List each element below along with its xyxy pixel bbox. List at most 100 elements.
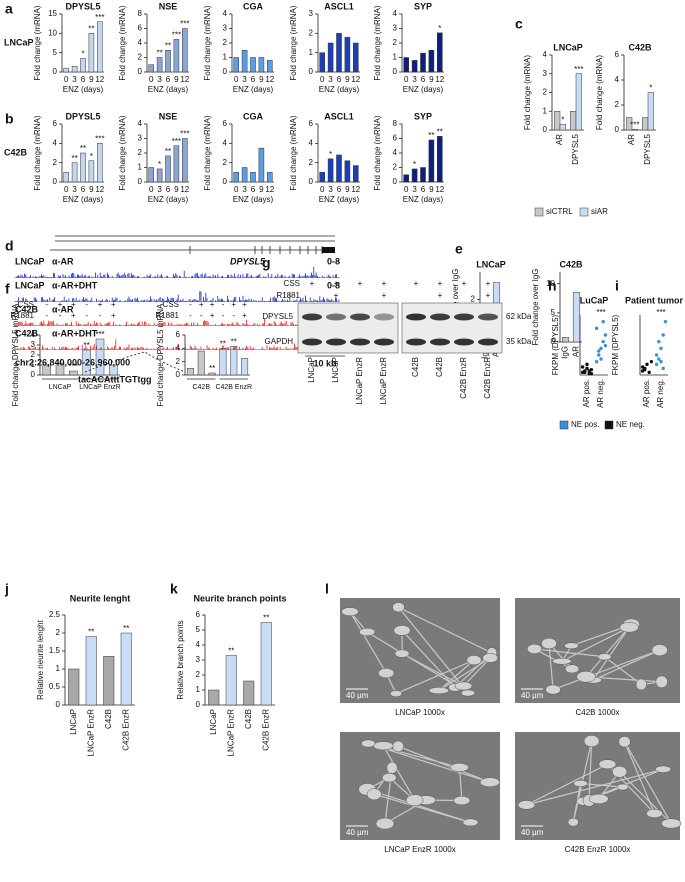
y-tick-label: 2 [223,38,228,47]
cell-body [583,734,600,748]
x-tick-label: AR [627,134,636,145]
y-tick-label: 10 [546,279,555,288]
legend-label: siCTRL [546,207,573,216]
cell-body [646,808,663,818]
condition-value: - [200,311,203,320]
point [659,346,663,351]
x-tick-label: 9 [429,75,434,84]
bar [319,52,325,73]
group-label: LNCaP EnzR [79,384,121,391]
condition-value: + [310,279,315,288]
bar [55,362,65,376]
caption: LNCaP EnzR 1000x [384,845,455,854]
point [597,349,601,353]
legend-label: NE neg. [616,420,645,429]
panel-letter: i [615,278,619,294]
caption: LNCaP 1000x [395,708,445,717]
panel-letter: j [4,581,9,597]
significance: *** [172,30,181,39]
bar [420,52,426,73]
panel-letter: c [515,16,523,32]
band [406,313,426,321]
point [657,357,661,361]
bar [88,33,95,73]
band [478,313,498,321]
point [589,371,594,376]
significance: ** [231,337,237,346]
cell-body [453,795,471,806]
y-tick-label: 1 [56,664,61,673]
point [659,359,663,364]
band [406,338,426,346]
bar [243,680,255,706]
cell-body [655,675,668,688]
bar [208,372,216,376]
x-tick-label: 9 [429,185,434,194]
bar [182,28,188,73]
bar [233,57,239,73]
bar [327,158,334,183]
bar [156,57,163,73]
point [661,333,665,337]
significance: *** [95,330,104,339]
bar [344,160,351,183]
cell-body [598,759,617,770]
condition-value: + [382,291,387,300]
y-axis-label: Fold change (mRNA) [203,115,212,190]
condition-value: + [358,279,363,288]
cell-body [541,637,557,650]
bar [80,152,86,183]
band [302,313,322,321]
y-tick-label: 2 [196,670,201,679]
bar [42,364,51,376]
gene-label: DPYSL5 [230,256,266,266]
condition-label: R1881 [276,291,300,300]
y-tick-label: 0 [196,700,201,709]
neurite [588,740,593,801]
y-tick-label: 6 [176,330,181,339]
y-tick-label: 1.5 [49,646,61,655]
point [594,326,599,331]
bar [559,124,566,131]
bar [575,73,582,131]
chart-title: C42B [559,259,583,269]
cell-body [466,655,482,666]
condition-value: - [59,311,62,320]
bar [344,36,351,73]
y-tick-label: 0 [543,125,548,134]
motif-pointer [84,351,186,373]
band-label: DPYSL5 [262,312,293,321]
x-tick-label: 3 [242,75,247,84]
caption: C42B EnzR 1000x [565,845,631,854]
scale-label: 40 µm [346,691,369,700]
cell-body [661,818,682,829]
bar [647,92,654,131]
significance: ** [228,647,234,656]
significance: *** [180,20,189,29]
cell-body [618,736,631,748]
y-tick-label: 2 [223,158,228,167]
lane-label: LNCaP EnzR [355,357,364,405]
chart-title: Neurite branch points [193,593,286,603]
y-tick-label: 2 [309,158,314,167]
significance: *** [172,137,181,146]
neurite [463,657,491,687]
y-tick-label: 3 [393,24,398,33]
y-tick-label: 1 [543,106,548,115]
bar [319,172,325,183]
x-tick-label: 9 [345,185,350,194]
y-tick-label: 0 [53,67,58,76]
bar [642,117,649,131]
condition-value: + [210,311,215,320]
x-tick-label: 9 [174,75,179,84]
x-axis-label: ENZ (days) [403,195,444,204]
y-tick-label: 5 [53,48,58,57]
bar [63,172,69,183]
chart-title: DPYSL5 [65,1,100,11]
x-tick-label: 0 [149,75,154,84]
x-tick-label: AR pos. [582,379,591,407]
band [302,338,322,346]
x-tick-label: 12 [265,75,274,84]
point [583,370,587,375]
bar [353,42,359,73]
